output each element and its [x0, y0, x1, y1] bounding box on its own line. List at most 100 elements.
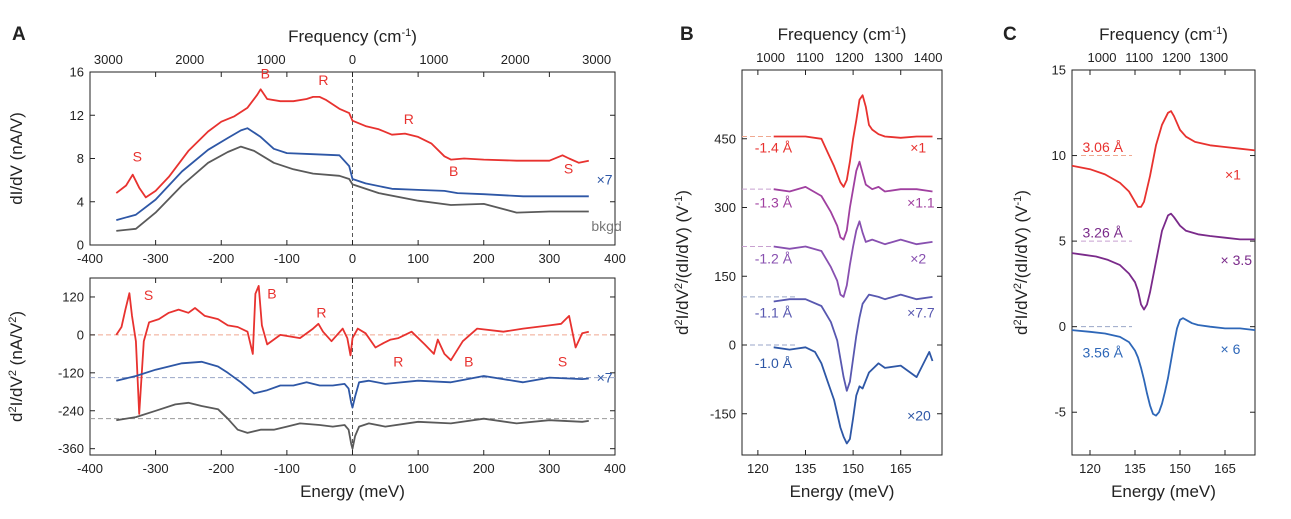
b-x-tick-label: 135 — [795, 461, 817, 476]
panel-letter-c: C — [1003, 24, 1017, 45]
b-top-tick-label: 1300 — [874, 50, 903, 65]
c-annotation-2: 3.26 Å — [1083, 225, 1124, 241]
a-bottom-y-tick-label: 120 — [62, 289, 84, 304]
c-x-tick-label: 135 — [1124, 461, 1146, 476]
chart-a-bottom: -400 -300 -200 -100 0 100 200 300 400 -360 -240 -12… — [7, 277, 626, 501]
a-top-top-tick-label: 2000 — [501, 52, 530, 67]
c-y-tick-label: 0 — [1059, 319, 1066, 334]
c-annotation-0: 3.06 Å — [1083, 139, 1124, 155]
a-top-series-0 — [115, 88, 589, 199]
a-top-x-tick-label: 400 — [604, 251, 626, 266]
a-top-top-tick-label: 3000 — [94, 52, 123, 67]
b-annotation-9: ×20 — [907, 408, 931, 424]
b-annotation-6: -1.1 Å — [755, 305, 793, 321]
b-series-0 — [773, 94, 933, 188]
a-bottom-y-tick-label: -240 — [58, 403, 84, 418]
a-bottom-annotation-5: S — [558, 354, 567, 370]
b-annotation-0: -1.4 Å — [755, 140, 793, 156]
c-x-tick-label: 120 — [1079, 461, 1101, 476]
a-bottom-annotation-3: R — [393, 354, 403, 370]
chart-b: 120 135 150 165 -150 0 150 300 450 1000 1100 1200 13… — [673, 25, 943, 501]
b-top-tick-label: 1400 — [914, 50, 943, 65]
a-bottom-x-axis-title: Energy (meV) — [300, 482, 405, 501]
c-series-0 — [1071, 110, 1256, 208]
a-bottom-y-tick-label: -120 — [58, 365, 84, 380]
a-bottom-x-tick-label: -400 — [77, 461, 103, 476]
c-annotation-4: 3.56 Å — [1083, 344, 1124, 360]
a-bottom-x-tick-label: 400 — [604, 461, 626, 476]
a-bottom-x-tick-label: 100 — [407, 461, 429, 476]
a-top-annotation-5: S — [564, 161, 573, 177]
a-bottom-annotation-0: S — [144, 287, 153, 303]
b-x-tick-label: 120 — [747, 461, 769, 476]
a-bottom-x-tick-label: -100 — [274, 461, 300, 476]
a-top-x-tick-label: -100 — [274, 251, 300, 266]
b-series-1 — [773, 160, 933, 241]
a-top-x-tick-label: -300 — [143, 251, 169, 266]
b-top-axis-title: Frequency (cm-1) — [778, 25, 907, 44]
b-top-tick-label: 1000 — [756, 50, 785, 65]
a-top-y-tick-label: 8 — [77, 151, 84, 166]
a-top-y-tick-label: 4 — [77, 194, 84, 209]
a-top-y-tick-label: 12 — [70, 108, 84, 123]
a-top-annotation-0: S — [133, 149, 142, 165]
b-annotation-3: ×1.1 — [907, 195, 935, 211]
a-bottom-y-axis-title: d2I/dV2 (nA/V2) — [7, 311, 26, 422]
a-bottom-annotation-6: ×7 — [597, 369, 613, 385]
b-annotation-2: -1.3 Å — [755, 195, 793, 211]
a-top-top-tick-label: 1000 — [257, 52, 286, 67]
panel-letter-a: A — [12, 24, 26, 45]
b-annotation-7: ×7.7 — [907, 305, 935, 321]
a-bottom-annotation-4: B — [464, 354, 473, 370]
b-y-tick-label: 0 — [729, 338, 736, 353]
a-bottom-series-1 — [116, 360, 589, 409]
c-top-tick-label: 1200 — [1162, 50, 1191, 65]
a-top-y-tick-label: 0 — [77, 238, 84, 253]
chart-c: 120 135 150 165 -5 0 5 10 15 1000 1100 1200 1300 Freq… — [1012, 25, 1256, 501]
c-top-tick-label: 1100 — [1125, 50, 1153, 65]
a-top-y-tick-label: 16 — [70, 65, 84, 80]
a-top-top-tick-label: 0 — [349, 52, 356, 67]
c-series-2 — [1071, 317, 1256, 417]
a-top-x-tick-label: 0 — [349, 251, 356, 266]
panel-letter-b: B — [680, 24, 694, 45]
b-series-4 — [773, 346, 934, 445]
c-annotation-1: ×1 — [1225, 167, 1241, 183]
b-x-tick-label: 150 — [842, 461, 864, 476]
b-series-2 — [773, 220, 933, 298]
c-top-axis-title: Frequency (cm-1) — [1099, 25, 1228, 44]
b-x-tick-label: 165 — [890, 461, 912, 476]
b-top-tick-label: 1200 — [835, 50, 864, 65]
a-top-annotation-2: R — [318, 72, 328, 88]
a-top-y-axis-title: dI/dV (nA/V) — [7, 112, 26, 205]
b-annotation-5: ×2 — [910, 250, 926, 266]
c-x-axis-title: Energy (meV) — [1111, 482, 1216, 501]
a-top-annotation-7: bkgd — [591, 218, 621, 234]
a-top-annotation-1: B — [261, 65, 270, 81]
c-y-tick-label: 15 — [1052, 63, 1066, 78]
b-y-tick-label: 450 — [714, 131, 736, 146]
charts: -400 -300 -200 -100 0 100 200 300 40004812163000… — [7, 25, 1256, 501]
a-bottom-y-tick-label: -360 — [58, 441, 84, 456]
c-y-axis-title: d2I/dV2/(dI/dV) (V-1) — [1012, 190, 1031, 335]
b-annotation-4: -1.2 Å — [755, 250, 793, 266]
c-y-tick-label: 5 — [1059, 234, 1066, 249]
a-bottom-x-tick-label: 0 — [349, 461, 356, 476]
a-bottom-series-2 — [116, 401, 589, 450]
a-top-series-1 — [116, 127, 589, 221]
a-bottom-series-0 — [115, 284, 590, 415]
c-plot-frame — [1071, 69, 1256, 456]
a-bottom-annotation-1: B — [267, 286, 276, 302]
a-top-annotation-4: B — [449, 163, 458, 179]
c-annotation-5: × 6 — [1221, 341, 1241, 357]
c-top-tick-label: 1300 — [1199, 50, 1228, 65]
b-x-axis-title: Energy (meV) — [790, 482, 895, 501]
a-top-top-tick-label: 2000 — [175, 52, 204, 67]
b-annotation-8: -1.0 Å — [755, 355, 793, 371]
c-annotation-3: × 3.5 — [1221, 252, 1253, 268]
a-bottom-x-tick-label: -300 — [143, 461, 169, 476]
a-top-series-2 — [116, 145, 589, 232]
c-x-tick-label: 150 — [1169, 461, 1191, 476]
b-annotation-1: ×1 — [910, 140, 926, 156]
